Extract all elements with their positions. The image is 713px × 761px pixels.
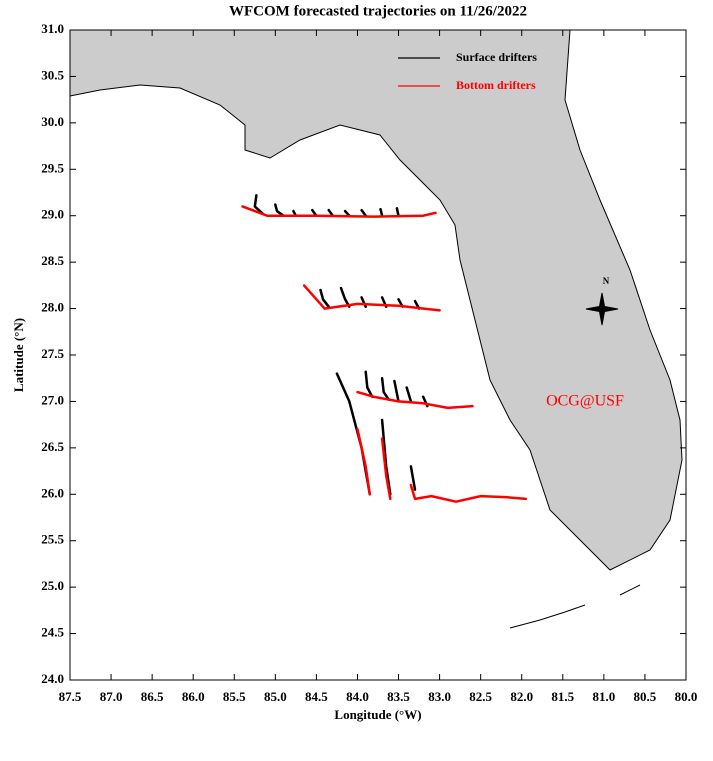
legend-label: Surface drifters bbox=[456, 50, 537, 64]
y-tick-label: 29.0 bbox=[41, 207, 64, 222]
x-tick-label: 87.5 bbox=[59, 689, 82, 704]
compass bbox=[585, 292, 619, 326]
x-tick-label: 86.5 bbox=[141, 689, 164, 704]
x-axis-label: Longitude (°W) bbox=[334, 707, 421, 722]
legend-label: Bottom drifters bbox=[456, 78, 536, 92]
trajectory bbox=[253, 194, 429, 496]
x-tick-label: 87.0 bbox=[100, 689, 123, 704]
x-tick-label: 80.5 bbox=[634, 689, 657, 704]
y-tick-label: 26.5 bbox=[41, 439, 64, 454]
y-tick-label: 30.0 bbox=[41, 114, 64, 129]
chart-title: WFCOM forecasted trajectories on 11/26/2… bbox=[229, 3, 527, 19]
y-tick-label: 31.0 bbox=[41, 21, 64, 36]
keys bbox=[509, 584, 641, 629]
y-tick-label: 26.0 bbox=[41, 485, 64, 500]
y-axis-label: Latitude (°N) bbox=[11, 318, 26, 392]
x-tick-label: 82.0 bbox=[510, 689, 533, 704]
compass-label: N bbox=[603, 276, 610, 286]
y-tick-label: 27.5 bbox=[41, 346, 64, 361]
x-tick-label: 83.0 bbox=[428, 689, 451, 704]
annotation: OCG@USF bbox=[546, 393, 624, 410]
x-tick-label: 80.0 bbox=[675, 689, 698, 704]
land bbox=[69, 29, 683, 571]
y-tick-label: 24.5 bbox=[41, 625, 64, 640]
x-tick-label: 83.5 bbox=[387, 689, 410, 704]
y-tick-label: 25.0 bbox=[41, 578, 64, 593]
trajectory bbox=[241, 205, 528, 503]
x-tick-label: 85.5 bbox=[223, 689, 246, 704]
y-tick-label: 29.5 bbox=[41, 160, 64, 175]
x-tick-label: 82.5 bbox=[469, 689, 492, 704]
x-tick-label: 81.0 bbox=[592, 689, 615, 704]
x-tick-label: 85.0 bbox=[264, 689, 287, 704]
x-tick-label: 84.5 bbox=[305, 689, 328, 704]
x-tick-label: 86.0 bbox=[182, 689, 205, 704]
x-tick-label: 84.0 bbox=[346, 689, 369, 704]
y-tick-label: 30.5 bbox=[41, 67, 64, 82]
x-tick-label: 81.5 bbox=[551, 689, 574, 704]
y-tick-label: 27.0 bbox=[41, 392, 64, 407]
y-tick-label: 24.0 bbox=[41, 671, 64, 686]
y-tick-label: 28.0 bbox=[41, 300, 64, 315]
y-tick-label: 28.5 bbox=[41, 253, 64, 268]
y-tick-label: 25.5 bbox=[41, 532, 64, 547]
